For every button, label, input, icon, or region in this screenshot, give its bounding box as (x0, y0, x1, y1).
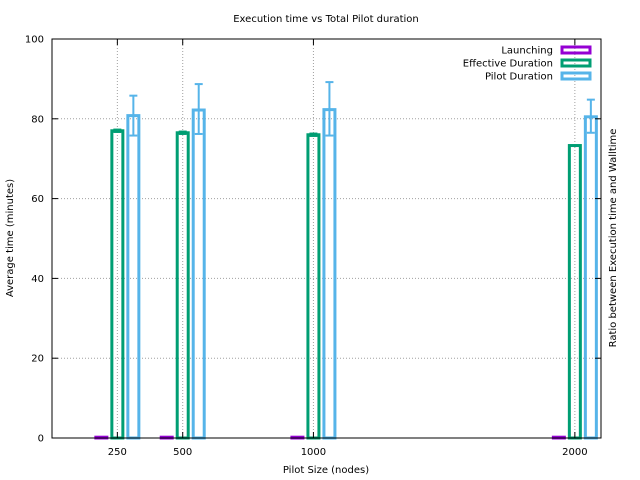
x-tick-label: 2000 (562, 447, 587, 458)
x-tick-label: 500 (173, 447, 192, 458)
y-tick-label: 0 (38, 434, 44, 445)
bar (126, 114, 141, 440)
bar (322, 108, 337, 440)
legend: Launching Effective Duration Pilot Duratio… (463, 45, 592, 83)
y-tick-label: 40 (31, 274, 44, 285)
legend-label: Launching (501, 46, 553, 57)
bar (583, 115, 598, 440)
axis-ticks: 0 20 40 60 80 100 250 500 1000 2000 (25, 35, 601, 458)
legend-swatch (560, 45, 592, 55)
legend-label: Pilot Duration (485, 72, 553, 83)
y-tick-label: 60 (31, 194, 44, 205)
x-tick-label: 250 (108, 447, 127, 458)
bar (110, 129, 125, 440)
bars (94, 81, 598, 440)
bar (191, 108, 206, 440)
legend-swatch (560, 71, 592, 81)
grid-lines (52, 39, 601, 438)
legend-label: Effective Duration (463, 59, 553, 70)
legend-swatch (560, 58, 592, 68)
y2-axis-label: Ratio between Execution time and Walltim… (608, 129, 619, 348)
y-tick-label: 80 (31, 114, 44, 125)
x-tick-label: 1000 (301, 447, 326, 458)
y-tick-label: 20 (31, 354, 44, 365)
plot-frame (51, 38, 602, 439)
chart-title: Execution time vs Total Pilot duration (233, 14, 419, 25)
x-axis-label: Pilot Size (nodes) (283, 465, 369, 476)
y-tick-label: 100 (25, 35, 44, 46)
y-axis-label: Average time (minutes) (5, 179, 16, 297)
